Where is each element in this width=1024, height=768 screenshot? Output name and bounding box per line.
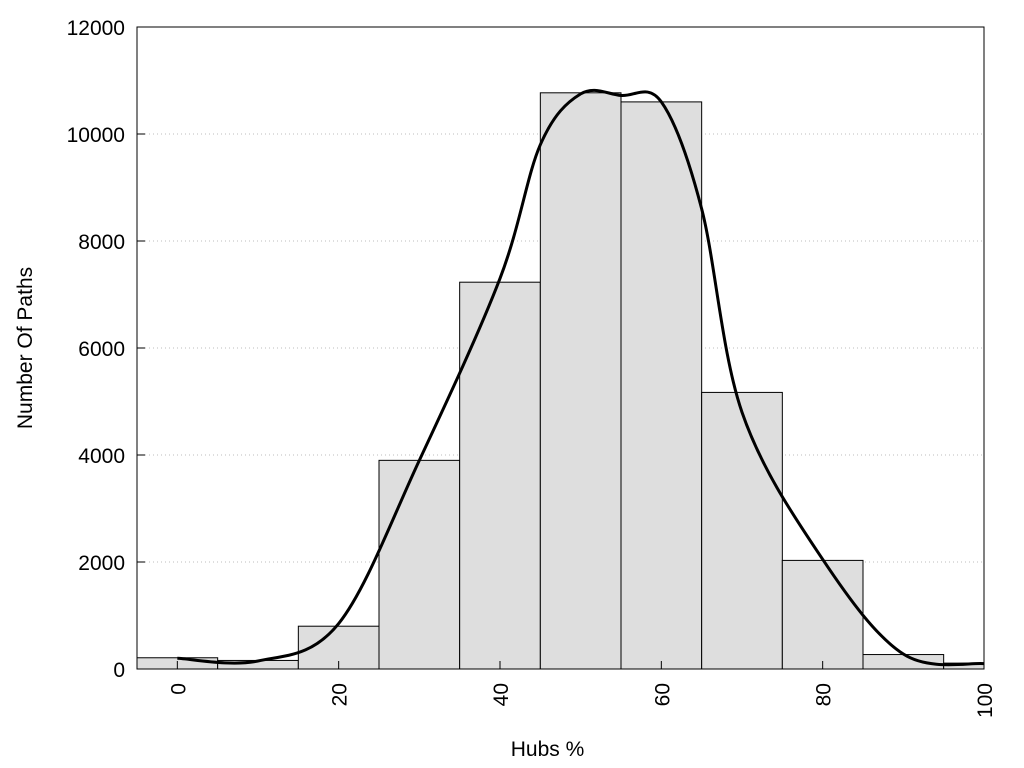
x-tick-label: 20: [329, 683, 352, 706]
x-tick-label: 0: [167, 683, 190, 695]
histogram-bar: [862, 654, 945, 670]
x-tick-label: 80: [813, 683, 836, 706]
y-axis-title: Number Of Paths: [14, 267, 37, 429]
y-tick-label: 12000: [67, 17, 125, 40]
x-tick-label: 60: [651, 683, 674, 706]
y-tick-label: 6000: [78, 338, 125, 361]
histogram-bar: [781, 559, 864, 670]
x-tick-label: 100: [974, 683, 997, 718]
y-tick-label: 8000: [78, 231, 125, 254]
histogram-bar: [378, 459, 461, 670]
y-axis: 0 2000 4000 6000 8000 10000 12000: [67, 17, 145, 682]
y-tick-label: 10000: [67, 124, 125, 147]
y-tick-label: 2000: [78, 552, 125, 575]
histogram-bar: [539, 92, 622, 670]
trend-curve: [177, 88, 985, 667]
histogram-bar: [459, 281, 541, 670]
y-tick-label: 0: [113, 659, 125, 682]
bars: [136, 92, 985, 670]
histogram-bar: [620, 101, 703, 670]
x-axis: 0 20 40 60 80 100: [167, 661, 997, 718]
histogram-bar: [701, 391, 783, 670]
x-tick-label: 40: [490, 683, 513, 706]
x-axis-title: Hubs %: [511, 738, 585, 761]
y-tick-label: 4000: [78, 445, 125, 468]
